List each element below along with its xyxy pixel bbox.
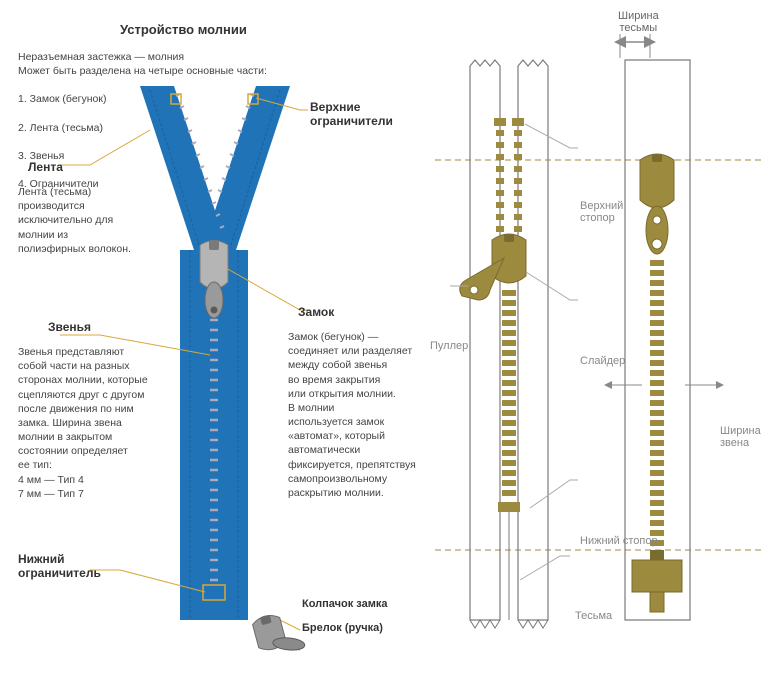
right-diagram xyxy=(430,0,768,680)
label-top-stops: Верхние ограничители xyxy=(310,100,393,128)
label-tape: Лента xyxy=(28,160,63,174)
label-slider: Замок xyxy=(298,305,334,319)
r-label-bottom-stop: Нижний стопор xyxy=(580,535,658,547)
desc-teeth: Звенья представляют собой части на разны… xyxy=(18,345,163,501)
detached-slider-icon xyxy=(251,608,308,663)
r-label-slider: Слайдер xyxy=(580,355,625,367)
label-bottom-stop: Нижний ограничитель xyxy=(18,552,101,580)
label-pull: Брелок (ручка) xyxy=(302,622,383,634)
desc-slider: Замок (бегунок) — соединяет или разделяе… xyxy=(288,330,423,500)
label-cap: Колпачок замка xyxy=(302,598,388,610)
r-label-puller: Пуллер xyxy=(430,340,468,352)
desc-tape: Лента (тесьма) производится исключительн… xyxy=(18,185,133,256)
r-label-top-stop: Верхний стопор xyxy=(580,200,623,224)
label-teeth: Звенья xyxy=(48,320,91,334)
r-label-teeth-width: Ширина звена xyxy=(720,425,761,449)
r-label-tape: Тесьма xyxy=(575,610,612,622)
